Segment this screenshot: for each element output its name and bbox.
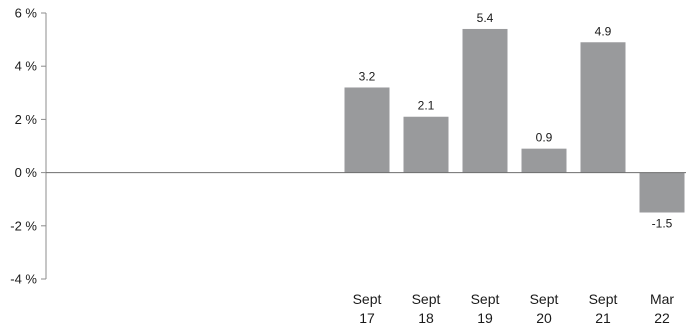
bar — [403, 116, 449, 173]
bar — [344, 87, 390, 173]
x-category-label-line1: Sept — [412, 291, 441, 307]
bar-value-label: 3.2 — [359, 69, 376, 83]
x-category-label-line1: Sept — [530, 291, 559, 307]
bar-value-label: 5.4 — [477, 11, 494, 25]
y-tick-label: 6 % — [15, 6, 38, 21]
y-tick-label: 4 % — [15, 59, 38, 74]
x-category-label-line1: Sept — [471, 291, 500, 307]
x-category-label-line2: 22 — [654, 310, 670, 326]
x-category-label-line2: 18 — [418, 310, 434, 326]
y-tick-label: -2 % — [10, 218, 37, 233]
y-tick-label: 2 % — [15, 112, 38, 127]
x-category-label-line1: Mar — [650, 291, 674, 307]
axis-layer: 6 % 4 % 2 % 0 % -2 % -4 % — [10, 6, 47, 287]
x-category-label-line2: 20 — [536, 310, 552, 326]
y-tick-label: -4 % — [10, 272, 37, 287]
y-tick-label: 0 % — [15, 165, 38, 180]
x-category-label-line1: Sept — [353, 291, 382, 307]
bar-value-label: 0.9 — [536, 131, 553, 145]
bar-value-label: -1.5 — [652, 217, 673, 231]
x-category-label-line1: Sept — [589, 291, 618, 307]
x-category-label-line2: 19 — [477, 310, 493, 326]
bar — [462, 28, 508, 173]
x-category-label-line2: 17 — [359, 310, 375, 326]
label-layer: 3.2 Sept 17 2.1 Sept 18 5.4 Sept 19 0.9 Sept 20 4.9 S… — [46, 11, 686, 326]
bar — [521, 148, 567, 173]
bar — [580, 42, 626, 173]
bar — [639, 172, 685, 213]
bar-value-label: 2.1 — [418, 99, 435, 113]
bar-value-label: 4.9 — [595, 24, 612, 38]
bar-layer — [344, 28, 685, 213]
x-category-label-line2: 21 — [595, 310, 611, 326]
